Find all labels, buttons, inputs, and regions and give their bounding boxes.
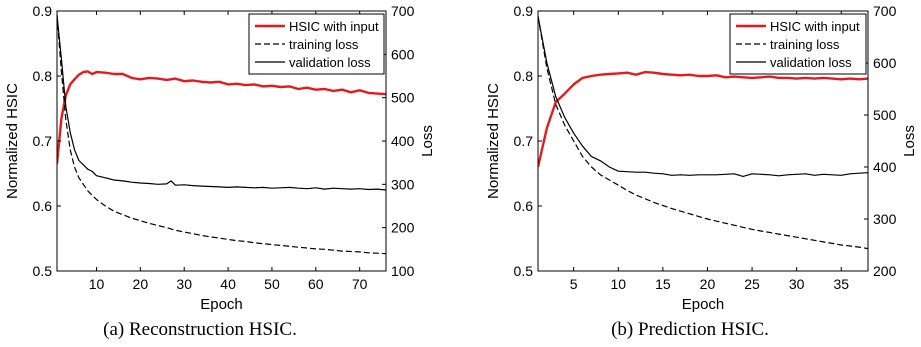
y-tick-label: 0.5 xyxy=(514,263,534,279)
y-right-tick-label: 300 xyxy=(391,176,415,192)
chart-panel-1: 10 20 30 40 50 60 70 0.5 0.6 0.7 0.8 0.9 100 200 300 40… xyxy=(4,3,436,340)
y-tick-label: 0.8 xyxy=(514,68,534,84)
y-right-tick-label: 700 xyxy=(873,3,897,19)
legend-label: validation loss xyxy=(770,55,852,70)
series-line-hsic-with-input xyxy=(538,70,868,168)
x-tick-label: 20 xyxy=(133,276,149,292)
y-right-tick-label: 600 xyxy=(391,46,415,62)
y-tick-label: 0.7 xyxy=(514,133,534,149)
chart-panel-2: 5 10 15 20 25 30 35 0.5 0.6 0.7 0.8 0.9 200 300 400 500… xyxy=(485,3,918,340)
y-right-tick-label: 700 xyxy=(391,3,415,19)
legend-label: validation loss xyxy=(289,55,371,70)
y-right-tick-label: 400 xyxy=(873,159,897,175)
figure-caption: (a) Reconstruction HSIC. xyxy=(103,319,297,340)
x-tick-label: 15 xyxy=(655,276,671,292)
y-tick-label: 0.8 xyxy=(33,68,53,84)
legend-label: training loss xyxy=(289,37,359,52)
x-tick-label: 20 xyxy=(700,276,716,292)
series-line-validation-loss xyxy=(538,16,868,177)
legend: HSIC with input training loss validation l… xyxy=(248,13,385,75)
legend-label: training loss xyxy=(770,37,840,52)
x-tick-label: 5 xyxy=(570,276,578,292)
x-tick-label: 60 xyxy=(308,276,324,292)
y-axis-label: Normalized HSIC xyxy=(4,83,21,199)
y-axis-label: Normalized HSIC xyxy=(485,83,502,199)
series-line-training-loss xyxy=(57,15,386,255)
y-tick-label: 0.7 xyxy=(33,133,53,149)
y-tick-label: 0.6 xyxy=(514,198,534,214)
y-right-tick-label: 200 xyxy=(391,220,415,236)
series-line-validation-loss xyxy=(57,15,386,191)
y-right-tick-label: 500 xyxy=(873,107,897,123)
x-tick-label: 50 xyxy=(264,276,280,292)
y-right-tick-label: 100 xyxy=(391,263,415,279)
y-tick-label: 0.9 xyxy=(33,3,53,19)
x-axis-label: Epoch xyxy=(200,296,243,313)
legend-box xyxy=(729,13,867,75)
x-tick-label: 10 xyxy=(610,276,626,292)
legend: HSIC with input training loss validation l… xyxy=(729,13,867,75)
x-tick-label: 70 xyxy=(352,276,368,292)
x-axis-label: Epoch xyxy=(682,296,725,313)
y-right-axis-label: Loss xyxy=(419,125,436,157)
legend-label: HSIC with input xyxy=(770,19,860,34)
legend-label: HSIC with input xyxy=(289,19,379,34)
figure-caption: (b) Prediction HSIC. xyxy=(611,319,769,340)
y-right-tick-label: 500 xyxy=(391,90,415,106)
x-tick-label: 30 xyxy=(176,276,192,292)
x-tick-label: 10 xyxy=(89,276,105,292)
y-tick-label: 0.6 xyxy=(33,198,53,214)
x-tick-label: 40 xyxy=(220,276,236,292)
legend-box xyxy=(248,13,385,75)
y-tick-label: 0.5 xyxy=(33,263,53,279)
series-line-training-loss xyxy=(538,16,868,250)
x-tick-label: 35 xyxy=(833,276,849,292)
y-right-tick-label: 400 xyxy=(391,133,415,149)
y-right-tick-label: 300 xyxy=(873,211,897,227)
y-right-axis-label: Loss xyxy=(901,125,918,157)
y-right-tick-label: 600 xyxy=(873,55,897,71)
series-line-hsic-with-input xyxy=(57,70,386,164)
x-tick-label: 30 xyxy=(789,276,805,292)
x-tick-label: 25 xyxy=(744,276,760,292)
y-right-tick-label: 200 xyxy=(873,263,897,279)
y-tick-label: 0.9 xyxy=(514,3,534,19)
